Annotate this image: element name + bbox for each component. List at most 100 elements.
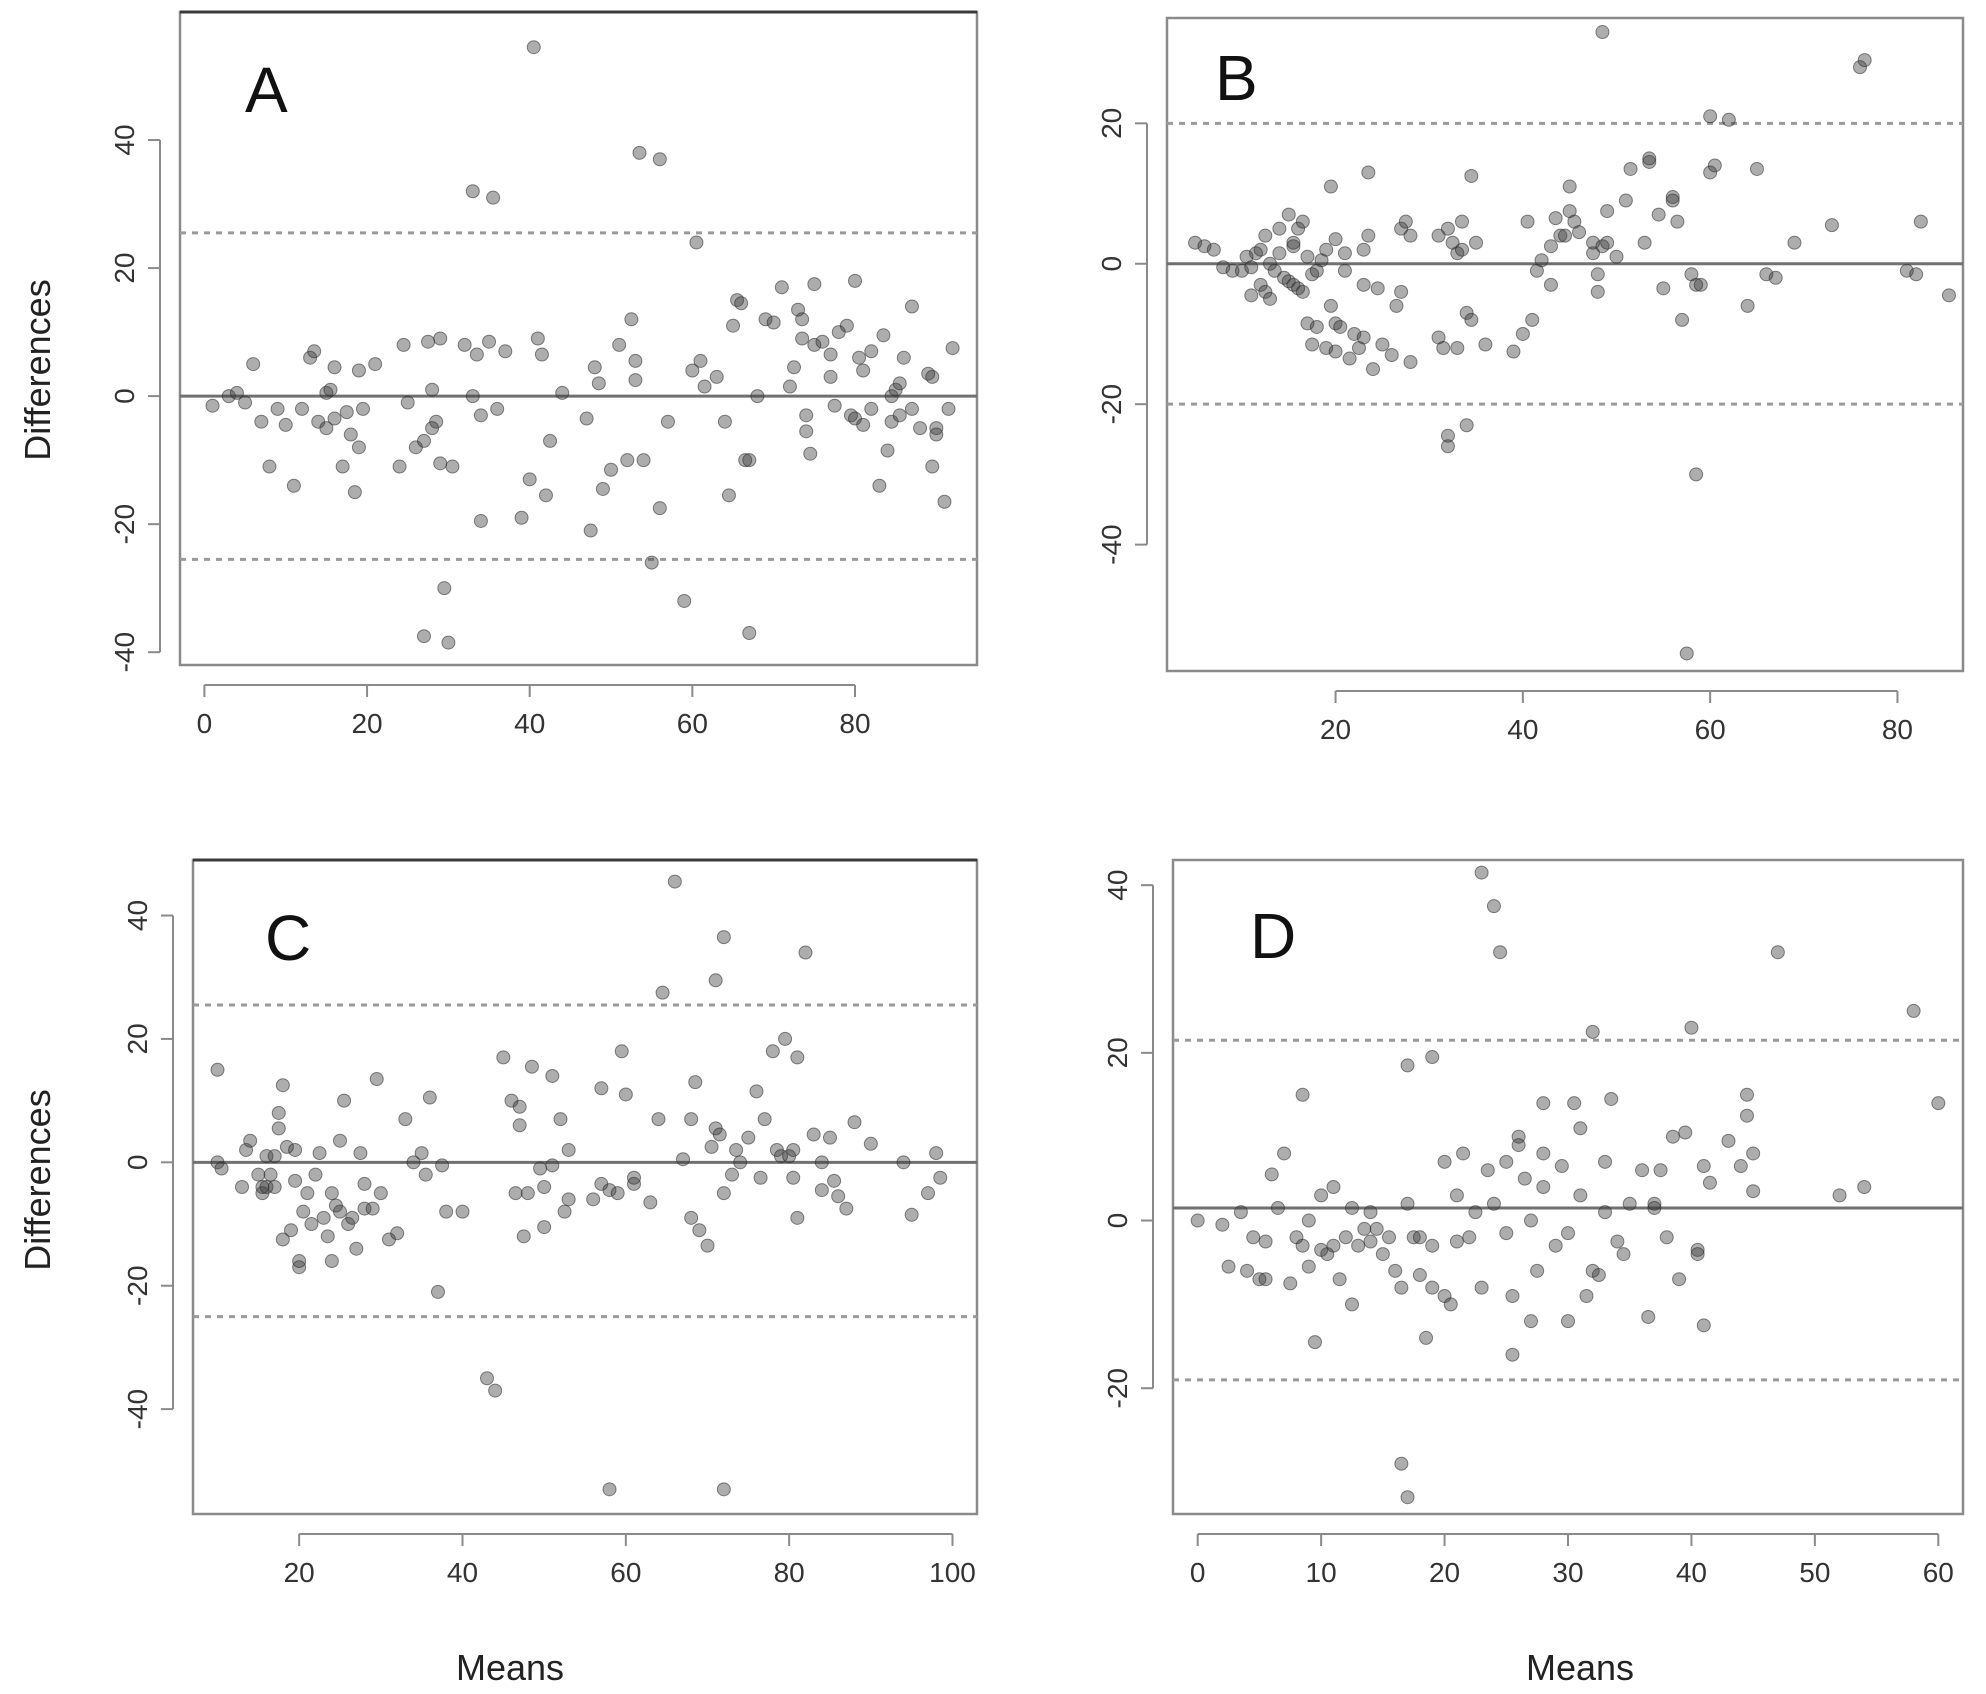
data-point [1824, 218, 1839, 233]
data-point [1436, 341, 1451, 356]
data-point [422, 1090, 437, 1105]
data-point [296, 1204, 311, 1219]
data-point [433, 331, 448, 346]
data-point [1206, 242, 1221, 257]
data-point [396, 337, 411, 352]
data-point [1548, 211, 1563, 226]
data-point [1609, 249, 1624, 264]
data-point [351, 440, 366, 455]
data-point [677, 593, 692, 608]
data-point [758, 312, 773, 327]
data-point [1454, 214, 1469, 229]
data-point [1344, 1200, 1359, 1215]
data-point [1431, 228, 1446, 243]
data-point [1623, 161, 1638, 176]
x-tick-label: 40 [1507, 714, 1538, 745]
data-point [892, 408, 907, 423]
data-point [1357, 1221, 1372, 1236]
data-point [1702, 1175, 1717, 1190]
data-point [799, 424, 814, 439]
data-point [1469, 235, 1484, 250]
data-point [421, 334, 436, 349]
x-axis-title-left: Means [456, 1647, 564, 1688]
data-point [271, 1121, 286, 1136]
data-point [827, 1173, 842, 1188]
data-point [1768, 270, 1783, 285]
data-point [1258, 228, 1273, 243]
data-point [1693, 277, 1708, 292]
data-point [1787, 235, 1802, 250]
data-point [522, 472, 537, 487]
data-point [323, 382, 338, 397]
data-point [1665, 1129, 1680, 1144]
data-point [406, 1155, 421, 1170]
data-point [1770, 945, 1785, 960]
data-point [1573, 1121, 1588, 1136]
data-point [445, 459, 460, 474]
data-point [904, 1207, 919, 1222]
data-point [1641, 1309, 1656, 1324]
data-point [1579, 1289, 1594, 1303]
data-point [1689, 277, 1704, 292]
x-tick-label: 0 [1190, 1557, 1206, 1588]
data-point [823, 369, 838, 384]
panel-label-b: B [1215, 42, 1258, 114]
data-point [628, 353, 643, 368]
data-point [1689, 467, 1704, 482]
data-point [1301, 1213, 1316, 1228]
data-point [1300, 249, 1315, 264]
data-point [1651, 207, 1666, 222]
data-point [1375, 1247, 1390, 1262]
data-point [486, 190, 501, 205]
data-point [398, 1112, 413, 1127]
data-point [896, 1155, 911, 1170]
data-point [676, 1152, 690, 1167]
data-point [1746, 1184, 1761, 1199]
data-point [1665, 190, 1680, 205]
data-point [1258, 1272, 1273, 1287]
data-point [644, 555, 659, 570]
plot-frame-a [178, 10, 979, 667]
data-point [246, 357, 261, 372]
data-point [1403, 355, 1418, 370]
data-point [1515, 326, 1530, 341]
data-point [308, 1167, 323, 1182]
data-point [425, 421, 440, 436]
data-point [583, 523, 598, 538]
data-point [373, 1186, 388, 1201]
data-point [553, 1112, 568, 1127]
data-point [1332, 1272, 1347, 1287]
data-point [913, 421, 928, 436]
data-point [1244, 288, 1259, 303]
data-point [275, 1232, 290, 1247]
data-point [688, 1075, 703, 1090]
data-point [1440, 428, 1455, 443]
data-point [1369, 1221, 1384, 1236]
data-point [473, 513, 488, 528]
data-point [660, 414, 675, 429]
data-point [896, 350, 911, 365]
data-point [469, 347, 484, 362]
data-point [787, 360, 802, 375]
y-tick-label: -20 [1102, 1368, 1133, 1408]
data-point [465, 389, 480, 404]
data-point [1344, 1297, 1359, 1312]
data-point [1561, 1226, 1575, 1241]
data-point [1459, 418, 1474, 433]
data-point [1425, 1280, 1440, 1295]
data-point [1486, 1196, 1501, 1211]
data-point [1295, 214, 1310, 229]
data-point [365, 1201, 380, 1216]
data-point [1493, 945, 1508, 960]
data-point [441, 635, 456, 650]
data-point [586, 1192, 601, 1207]
data-point [345, 1210, 360, 1225]
data-point [1656, 281, 1671, 296]
y-tick-label: 0 [109, 388, 140, 404]
y-tick-label: -20 [109, 504, 140, 544]
data-point [251, 1167, 266, 1182]
data-point [692, 1223, 707, 1238]
data-point [1363, 1205, 1378, 1220]
data-point [1337, 246, 1352, 261]
data-point [636, 453, 651, 468]
